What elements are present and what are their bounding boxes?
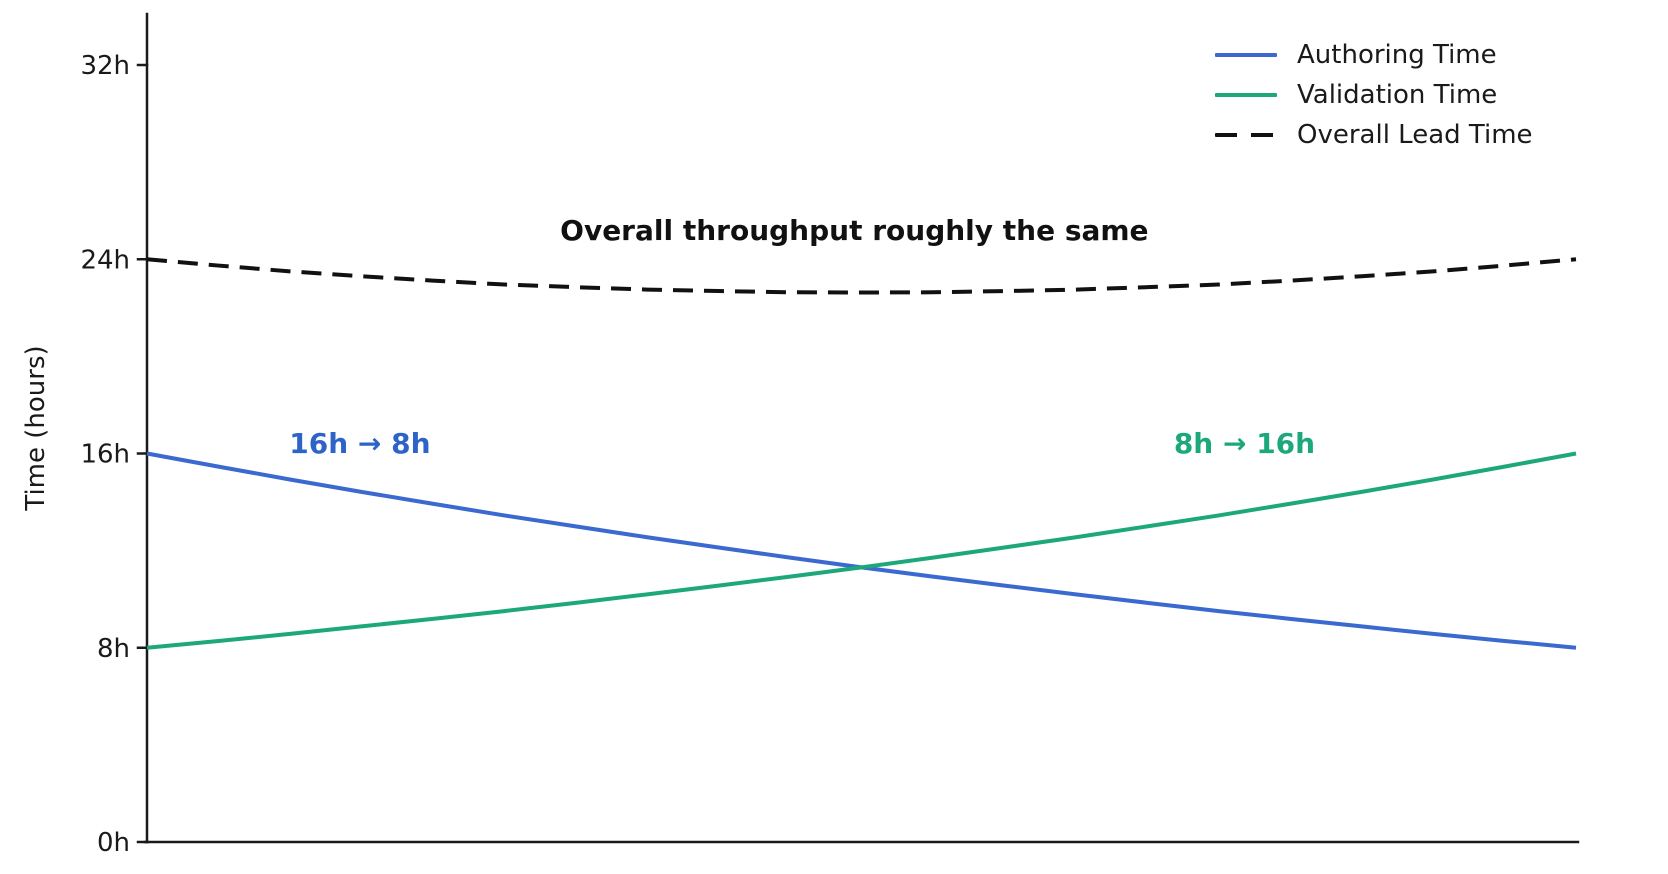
annotation-0: Overall throughput roughly the same bbox=[560, 214, 1148, 247]
y-axis-title: Time (hours) bbox=[21, 345, 51, 511]
legend-label-overall: Overall Lead Time bbox=[1297, 119, 1533, 150]
legend-dashed-line-swatch-overall bbox=[1215, 132, 1277, 137]
y-tick-label: 16h bbox=[80, 440, 130, 470]
y-tick-label: 8h bbox=[97, 634, 130, 664]
legend-line-swatch-validation bbox=[1215, 92, 1277, 97]
series-line-validation-time bbox=[146, 451, 1577, 650]
y-tick-label: 0h bbox=[97, 828, 130, 858]
series-line-authoring-time bbox=[146, 451, 1577, 650]
legend-item-overall-lead-time: Overall Lead Time bbox=[1215, 119, 1533, 150]
y-tick-label: 24h bbox=[80, 245, 130, 275]
axes bbox=[136, 12, 1580, 844]
legend-line-swatch-authoring bbox=[1215, 52, 1277, 57]
legend: Authoring Time Validation Time Overall L… bbox=[1215, 39, 1533, 150]
legend-item-authoring-time: Authoring Time bbox=[1215, 39, 1533, 70]
y-tick-label: 32h bbox=[80, 51, 130, 81]
annotation-1: 16h → 8h bbox=[289, 427, 430, 460]
annotation-2: 8h → 16h bbox=[1174, 427, 1315, 460]
y-tick-labels: 0h 8h 16h 24h 32h bbox=[80, 51, 130, 858]
legend-label-authoring: Authoring Time bbox=[1297, 39, 1497, 70]
legend-item-validation-time: Validation Time bbox=[1215, 79, 1533, 110]
legend-label-validation: Validation Time bbox=[1297, 79, 1498, 110]
series-line-overall-lead-time bbox=[146, 257, 1577, 295]
